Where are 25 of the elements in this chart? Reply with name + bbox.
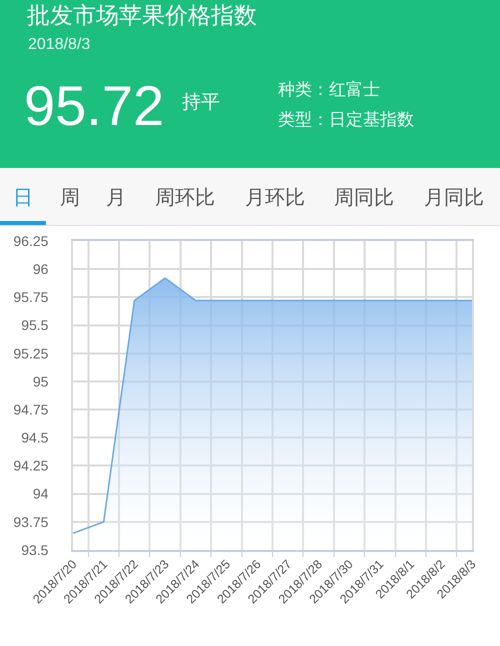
text: 周: [60, 187, 80, 209]
text: 类型：日定基指数: [278, 110, 414, 129]
y-tick-label: 95: [32, 373, 49, 390]
text: 月环比: [245, 187, 305, 209]
chart-title: 批发市场苹果价格指数: [27, 2, 257, 28]
text: 月同比: [424, 187, 484, 209]
y-tick-label: 94.75: [13, 401, 49, 418]
y-tick-label: 96: [32, 260, 49, 277]
text: 日: [13, 187, 33, 209]
y-tick-label: 93.75: [13, 514, 49, 530]
text: 周环比: [155, 187, 215, 209]
y-tick-label: 96.25: [13, 232, 49, 249]
y-tick-label: 94: [32, 486, 49, 502]
y-tick-label: 95.5: [21, 317, 49, 334]
y-tick-label: 93.5: [21, 542, 49, 558]
text: 种类：红富士: [278, 80, 380, 99]
y-tick-label: 94.25: [13, 458, 49, 474]
text: 周同比: [334, 187, 394, 209]
text: 持平: [182, 92, 220, 113]
text: 95.72: [24, 74, 164, 137]
y-tick-label: 95.25: [13, 345, 49, 362]
text: 月: [106, 187, 126, 209]
y-tick-label: 95.75: [13, 289, 49, 306]
chart-subtitle: 2018/8/3: [28, 36, 90, 53]
y-tick-label: 94.5: [21, 430, 49, 446]
